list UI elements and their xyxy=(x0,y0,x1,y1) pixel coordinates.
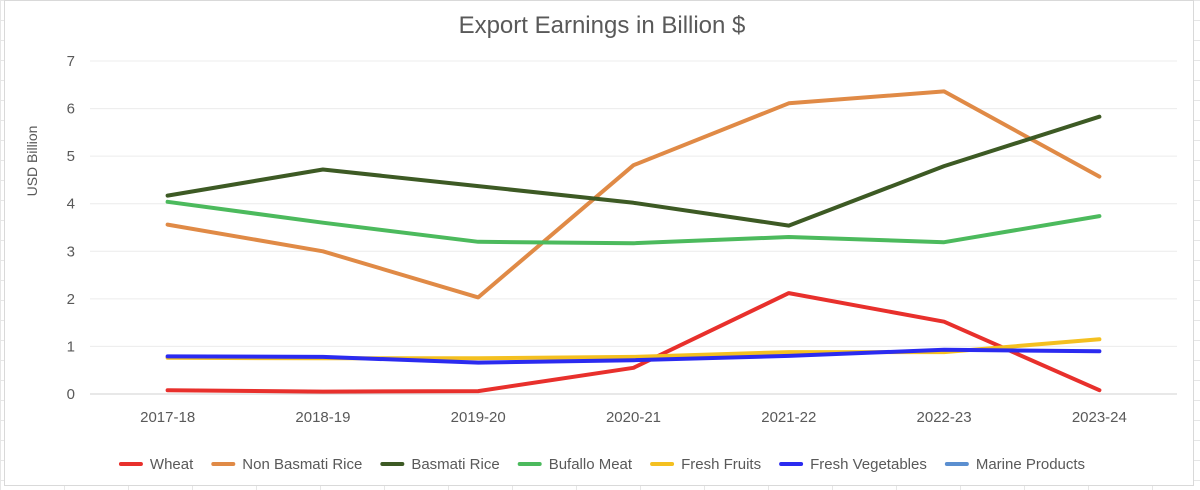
legend: Wheat Non Basmati Rice Basmati Rice Bufallo… xyxy=(118,456,1085,473)
x-axis-ticks: 2017-18 2018-19 2019-20 2020-21 2021-22 2022-… xyxy=(140,409,1127,426)
x-tick-label: 2023-24 xyxy=(1072,409,1127,426)
series-line-fresh-vegetables[interactable] xyxy=(165,347,1102,365)
gridlines xyxy=(90,60,1177,395)
x-tick-label: 2019-20 xyxy=(451,409,506,426)
legend-label: Bufallo Meat xyxy=(549,456,633,473)
y-tick-label: 2 xyxy=(67,291,75,308)
y-tick-label: 0 xyxy=(67,386,75,403)
y-axis-label: USD Billion xyxy=(24,126,40,197)
y-tick-label: 7 xyxy=(67,53,75,70)
chart-title: Export Earnings in Billion $ xyxy=(459,12,746,39)
series-line-wheat[interactable] xyxy=(165,291,1102,394)
series-line-non-basmati-rice[interactable] xyxy=(165,89,1102,300)
x-tick-label: 2018-19 xyxy=(295,409,350,426)
y-tick-label: 6 xyxy=(67,101,75,118)
y-tick-label: 1 xyxy=(67,338,75,355)
legend-label: Wheat xyxy=(150,456,194,473)
y-tick-label: 5 xyxy=(67,148,75,165)
legend-label: Marine Products xyxy=(976,456,1085,473)
legend-label: Fresh Fruits xyxy=(681,456,761,473)
legend-item[interactable]: Fresh Fruits xyxy=(650,456,761,473)
y-tick-label: 4 xyxy=(67,196,75,213)
legend-item[interactable]: Basmati Rice xyxy=(380,456,500,473)
legend-item[interactable]: Bufallo Meat xyxy=(517,456,633,473)
legend-item[interactable]: Fresh Vegetables xyxy=(779,456,927,473)
y-tick-label: 3 xyxy=(67,243,75,260)
legend-label: Basmati Rice xyxy=(411,456,499,473)
x-tick-label: 2020-21 xyxy=(606,409,661,426)
x-tick-label: 2021-22 xyxy=(761,409,816,426)
series-lines xyxy=(165,89,1102,394)
legend-label: Non Basmati Rice xyxy=(242,456,362,473)
legend-item[interactable]: Wheat xyxy=(118,456,194,473)
legend-item[interactable]: Marine Products xyxy=(944,456,1085,473)
x-tick-label: 2022-23 xyxy=(917,409,972,426)
y-axis-ticks: 0 1 2 3 4 5 6 7 xyxy=(67,53,75,403)
chart-area[interactable]: Export Earnings in Billion $ USD Billion… xyxy=(4,0,1194,486)
legend-item[interactable]: Non Basmati Rice xyxy=(211,456,362,473)
series-line-bufallo-meat[interactable] xyxy=(165,199,1102,246)
legend-label: Fresh Vegetables xyxy=(810,456,927,473)
x-tick-label: 2017-18 xyxy=(140,409,195,426)
series-line-basmati-rice[interactable] xyxy=(165,114,1102,228)
line-chart: Export Earnings in Billion $ USD Billion… xyxy=(24,12,1177,473)
